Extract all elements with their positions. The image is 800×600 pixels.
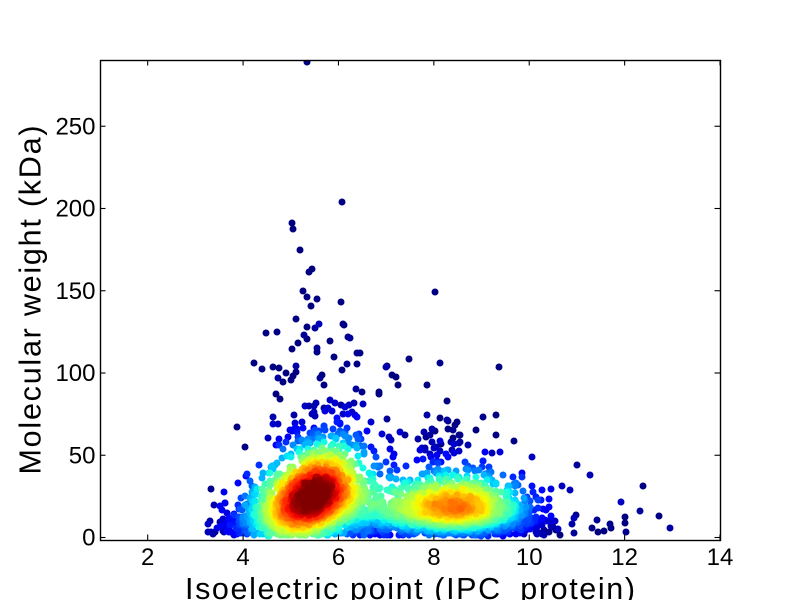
svg-text:Molecular weight (kDa): Molecular weight (kDa) bbox=[14, 126, 48, 475]
svg-text:Isoelectric point (IPC_protein: Isoelectric point (IPC_protein) bbox=[185, 572, 635, 600]
svg-text:2: 2 bbox=[141, 544, 154, 571]
svg-text:250: 250 bbox=[55, 113, 95, 140]
svg-text:8: 8 bbox=[427, 544, 440, 571]
svg-text:200: 200 bbox=[55, 196, 95, 223]
svg-text:50: 50 bbox=[69, 442, 96, 469]
svg-text:12: 12 bbox=[611, 544, 638, 571]
svg-text:6: 6 bbox=[332, 544, 345, 571]
svg-text:0: 0 bbox=[82, 525, 95, 552]
svg-text:150: 150 bbox=[55, 278, 95, 305]
svg-text:14: 14 bbox=[707, 544, 734, 571]
svg-text:100: 100 bbox=[55, 360, 95, 387]
svg-text:10: 10 bbox=[516, 544, 543, 571]
svg-text:4: 4 bbox=[236, 544, 249, 571]
